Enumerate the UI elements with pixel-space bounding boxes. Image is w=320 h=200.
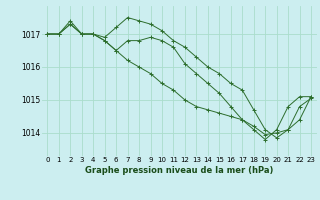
X-axis label: Graphe pression niveau de la mer (hPa): Graphe pression niveau de la mer (hPa) (85, 166, 273, 175)
